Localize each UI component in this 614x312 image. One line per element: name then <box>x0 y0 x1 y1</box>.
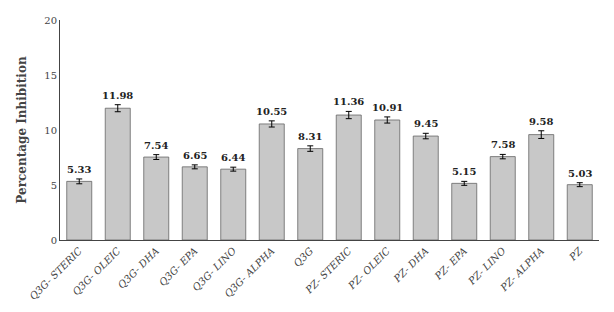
svg-text:PZ- EPA: PZ- EPA <box>432 245 469 282</box>
svg-text:5.15: 5.15 <box>452 166 476 177</box>
svg-text:5.33: 5.33 <box>67 164 91 175</box>
svg-text:7.54: 7.54 <box>144 140 168 151</box>
svg-text:PZ: PZ <box>567 244 586 263</box>
svg-text:6.44: 6.44 <box>221 152 245 163</box>
svg-text:Q3G- STERIC: Q3G- STERIC <box>27 245 84 302</box>
svg-text:11.36: 11.36 <box>333 96 364 107</box>
svg-text:0: 0 <box>51 235 57 246</box>
svg-text:Q3G- LINO: Q3G- LINO <box>190 245 238 293</box>
svg-text:PZ- ALPHA: PZ- ALPHA <box>498 245 547 294</box>
svg-text:Q3G: Q3G <box>291 245 315 269</box>
svg-text:PZ- LINO: PZ- LINO <box>465 245 507 287</box>
svg-text:PZ- OLEIC: PZ- OLEIC <box>346 245 393 292</box>
svg-text:PZ- STERIC: PZ- STERIC <box>303 245 354 296</box>
svg-text:7.58: 7.58 <box>491 139 515 150</box>
svg-text:8.31: 8.31 <box>298 131 322 142</box>
svg-text:10: 10 <box>44 125 57 136</box>
svg-text:9.45: 9.45 <box>414 118 438 129</box>
svg-text:15: 15 <box>44 70 57 81</box>
svg-text:Q3G- ALPHA: Q3G- ALPHA <box>222 245 276 299</box>
svg-text:6.65: 6.65 <box>183 150 207 161</box>
svg-text:9.58: 9.58 <box>529 116 553 127</box>
svg-text:Q3G- OLEIC: Q3G- OLEIC <box>70 245 123 298</box>
svg-text:20: 20 <box>44 15 57 26</box>
svg-text:Q3G- EPA: Q3G- EPA <box>157 245 200 288</box>
svg-text:11.98: 11.98 <box>102 90 133 101</box>
svg-text:PZ- DHA: PZ- DHA <box>391 245 431 285</box>
svg-text:Percentage Inhibition: Percentage Inhibition <box>15 56 29 204</box>
svg-text:Q3G- DHA: Q3G- DHA <box>116 245 161 290</box>
svg-text:10.91: 10.91 <box>372 102 403 113</box>
svg-text:5: 5 <box>51 180 57 191</box>
svg-text:10.55: 10.55 <box>256 106 287 117</box>
svg-text:5.03: 5.03 <box>568 168 592 179</box>
